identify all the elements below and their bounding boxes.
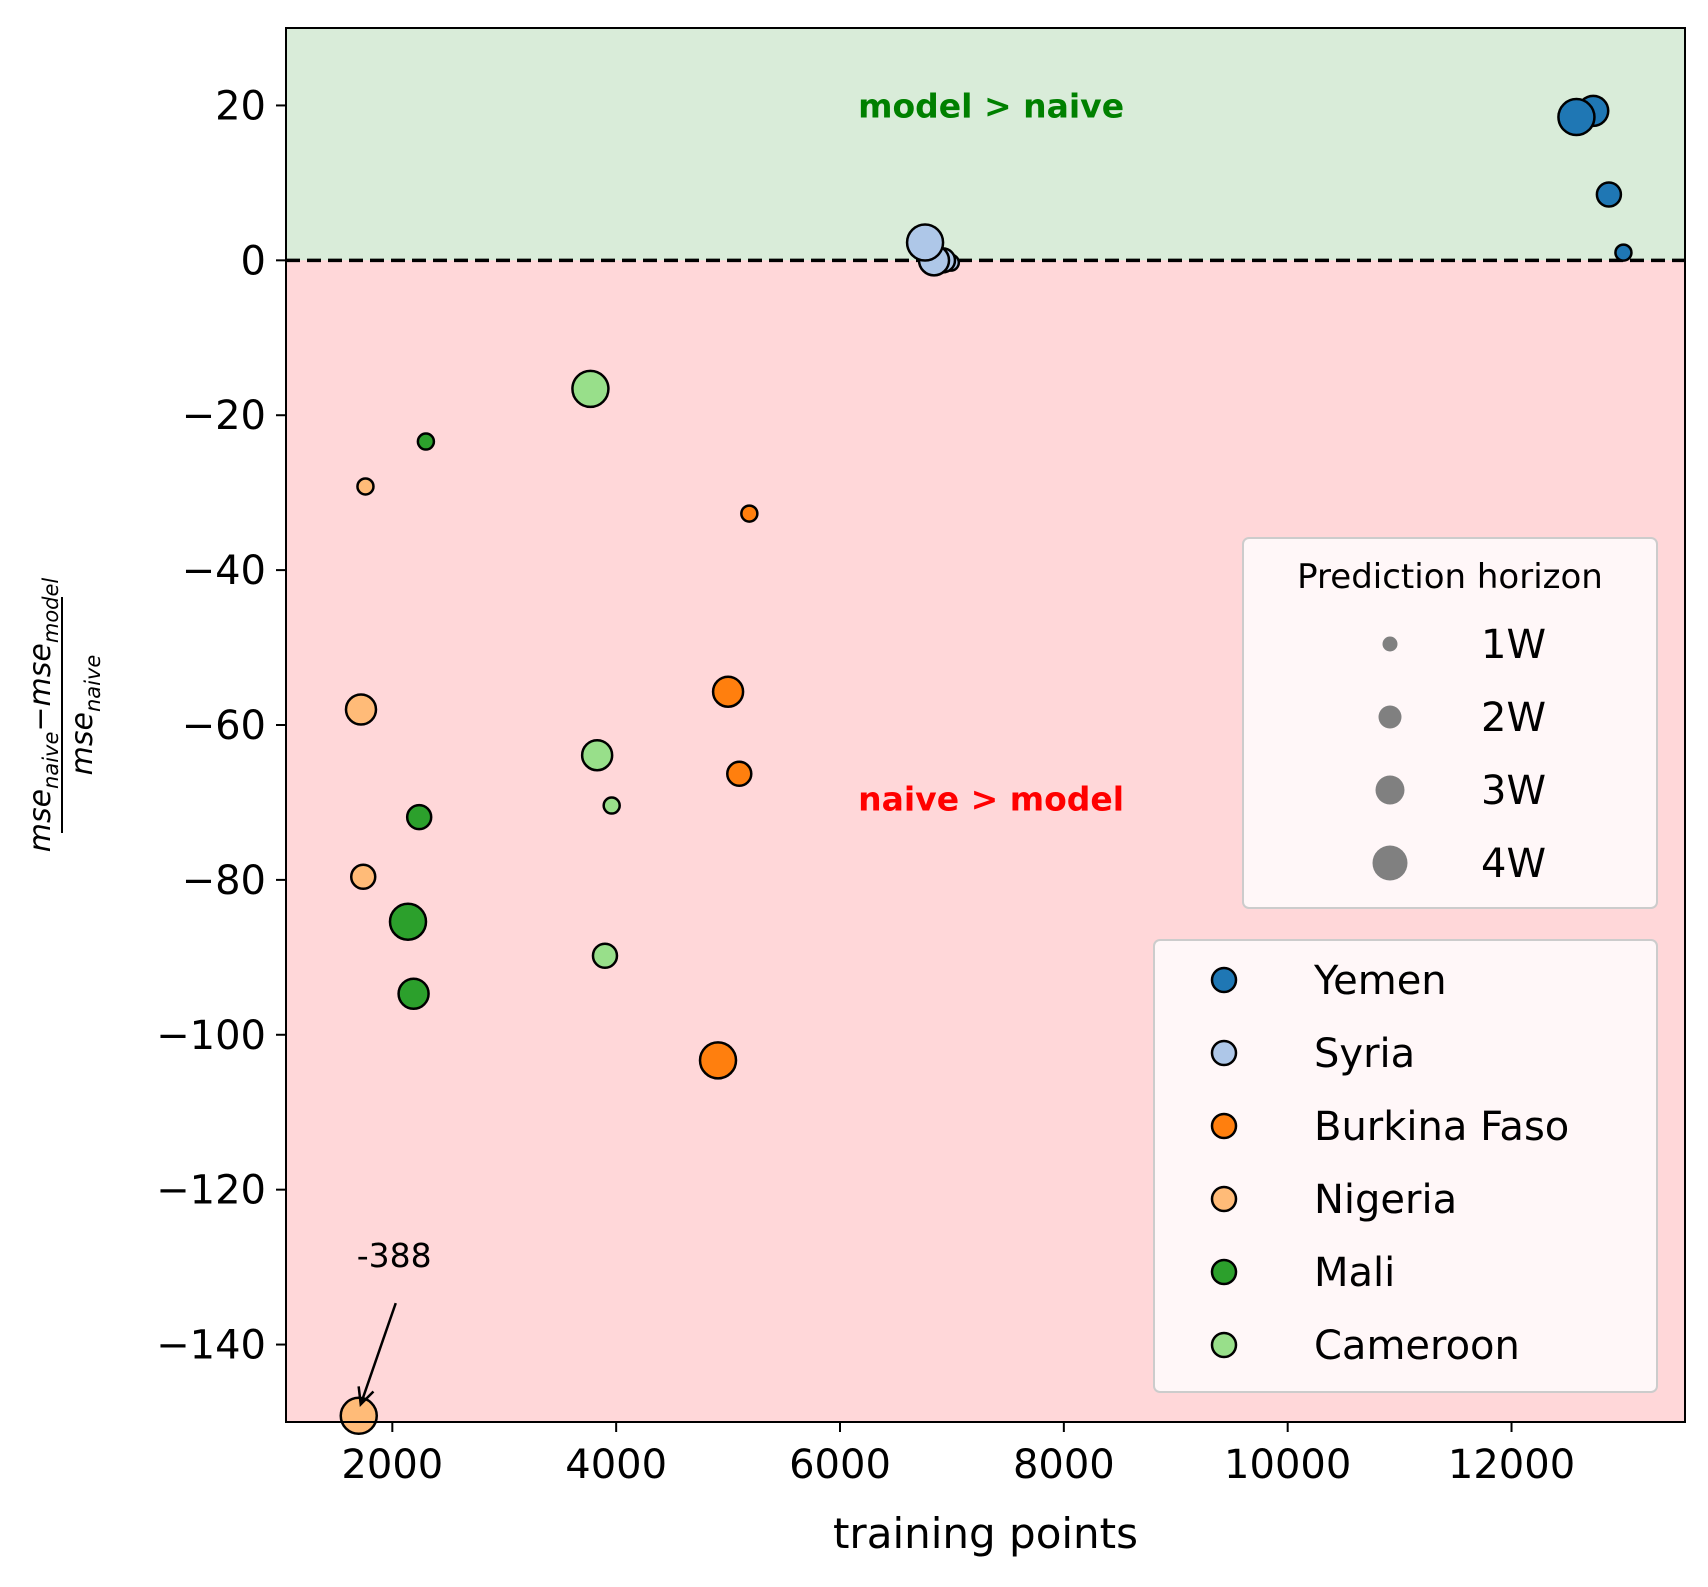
point-mali-2 (397, 977, 430, 1010)
legend-marker-nigeria (1210, 1185, 1238, 1213)
point-nigeria-1 (349, 863, 377, 891)
legend-label-cameroon: Cameroon (1314, 1323, 1520, 1369)
legend-marker-syria (1210, 1039, 1238, 1067)
point-burkina-faso-0 (740, 504, 759, 523)
point-cameroon-0 (602, 796, 621, 815)
ylabel-den-sub: naive (81, 655, 105, 712)
annotation-arrow-head (357, 1386, 375, 1407)
y-tick-label: −80 (182, 858, 266, 904)
y-tick-label: −120 (156, 1168, 266, 1214)
legend-marker-cameroon (1210, 1331, 1238, 1359)
ylabel-num-a-sub: naive (39, 732, 63, 789)
point-yemen-0 (1614, 243, 1633, 262)
point-cameroon-2 (580, 738, 614, 772)
x-tick-label: 8000 (1013, 1442, 1115, 1488)
x-tick-label: 4000 (565, 1442, 667, 1488)
legend-marker-mali (1210, 1258, 1238, 1286)
y-tick-label: −60 (182, 703, 266, 749)
size-legend: Prediction horizon 1W 2W 3W 4W (1242, 537, 1658, 909)
y-axis-label: msenaive−msemodel msenaive (23, 578, 105, 853)
size-legend-marker-3W (1375, 775, 1405, 805)
point-nigeria-2 (344, 693, 378, 726)
y-tick-label: −100 (156, 1013, 266, 1059)
point-mali-0 (416, 432, 436, 451)
annotation-arrow-shaft (359, 1302, 397, 1405)
point-yemen-3 (1557, 97, 1596, 137)
x-tick-label: 12000 (1448, 1442, 1575, 1488)
country-legend-box (1153, 939, 1658, 1393)
outlier-annotation: -388 (357, 1236, 432, 1407)
point-syria-3 (905, 223, 945, 262)
svg-text:msenaive: msenaive (65, 655, 105, 776)
y-tick-label: −20 (182, 393, 266, 439)
point-cameroon-1 (591, 942, 619, 970)
size-legend-marker-2W (1378, 705, 1402, 729)
size-legend-box (1242, 537, 1658, 909)
size-legend-marker-1W (1382, 636, 1398, 652)
legend-label-nigeria: Nigeria (1314, 1177, 1457, 1223)
region-label-1: naive > model (858, 780, 1124, 819)
x-tick-label: 2000 (341, 1442, 443, 1488)
point-mali-1 (405, 803, 433, 831)
y-axis-ticks: 20 0 −20 −40 −60 −80 −100 −120 −140 (156, 83, 286, 1369)
size-legend-marker-4W (1372, 845, 1408, 881)
size-legend-label-3W: 3W (1481, 768, 1546, 814)
point-nigeria-0 (356, 477, 375, 496)
point-burkina-faso-1 (726, 760, 753, 788)
ylabel-num-a: mse (23, 789, 58, 852)
x-axis-ticks: 2000 4000 6000 8000 10000 12000 (341, 1422, 1575, 1488)
size-legend-label-1W: 1W (1481, 622, 1546, 668)
legend-label-burkina-faso: Burkina Faso (1314, 1104, 1569, 1150)
svg-text:msenaive−msemodel: msenaive−msemodel (23, 578, 63, 853)
legend-label-syria: Syria (1314, 1031, 1415, 1077)
size-legend-label-2W: 2W (1481, 695, 1546, 741)
ylabel-minus: − (23, 706, 58, 731)
legend-label-mali: Mali (1314, 1250, 1395, 1296)
country-legend: Yemen Syria Burkina Faso Nigeria Mali Cameroo… (1153, 939, 1658, 1393)
x-axis-label: training points (833, 1509, 1138, 1558)
point-yemen-1 (1595, 181, 1623, 208)
point-mali-3 (388, 902, 428, 941)
region-0 (286, 28, 1685, 261)
ylabel-den: mse (65, 712, 100, 775)
x-tick-label: 6000 (789, 1442, 891, 1488)
size-legend-title: Prediction horizon (1297, 557, 1603, 597)
y-tick-label: 0 (241, 238, 266, 284)
size-legend-label-4W: 4W (1481, 841, 1546, 887)
y-tick-label: −140 (156, 1323, 266, 1369)
y-tick-label: −40 (182, 548, 266, 594)
point-nigeria-3 (339, 1396, 378, 1436)
ylabel-num-b-sub: model (39, 578, 63, 644)
legend-marker-burkina-faso (1210, 1112, 1238, 1140)
point-burkina-faso-2 (711, 675, 745, 708)
x-tick-label: 10000 (1224, 1442, 1351, 1488)
legend-label-yemen: Yemen (1313, 958, 1447, 1004)
annotation-text: -388 (357, 1236, 432, 1275)
data-points (339, 94, 1633, 1436)
y-tick-label: 20 (215, 83, 266, 129)
region-label-0: model > naive (858, 86, 1124, 125)
point-burkina-faso-3 (698, 1041, 738, 1080)
ylabel-num-b: mse (23, 643, 58, 706)
legend-marker-yemen (1210, 966, 1238, 994)
point-cameroon-3 (571, 369, 610, 409)
